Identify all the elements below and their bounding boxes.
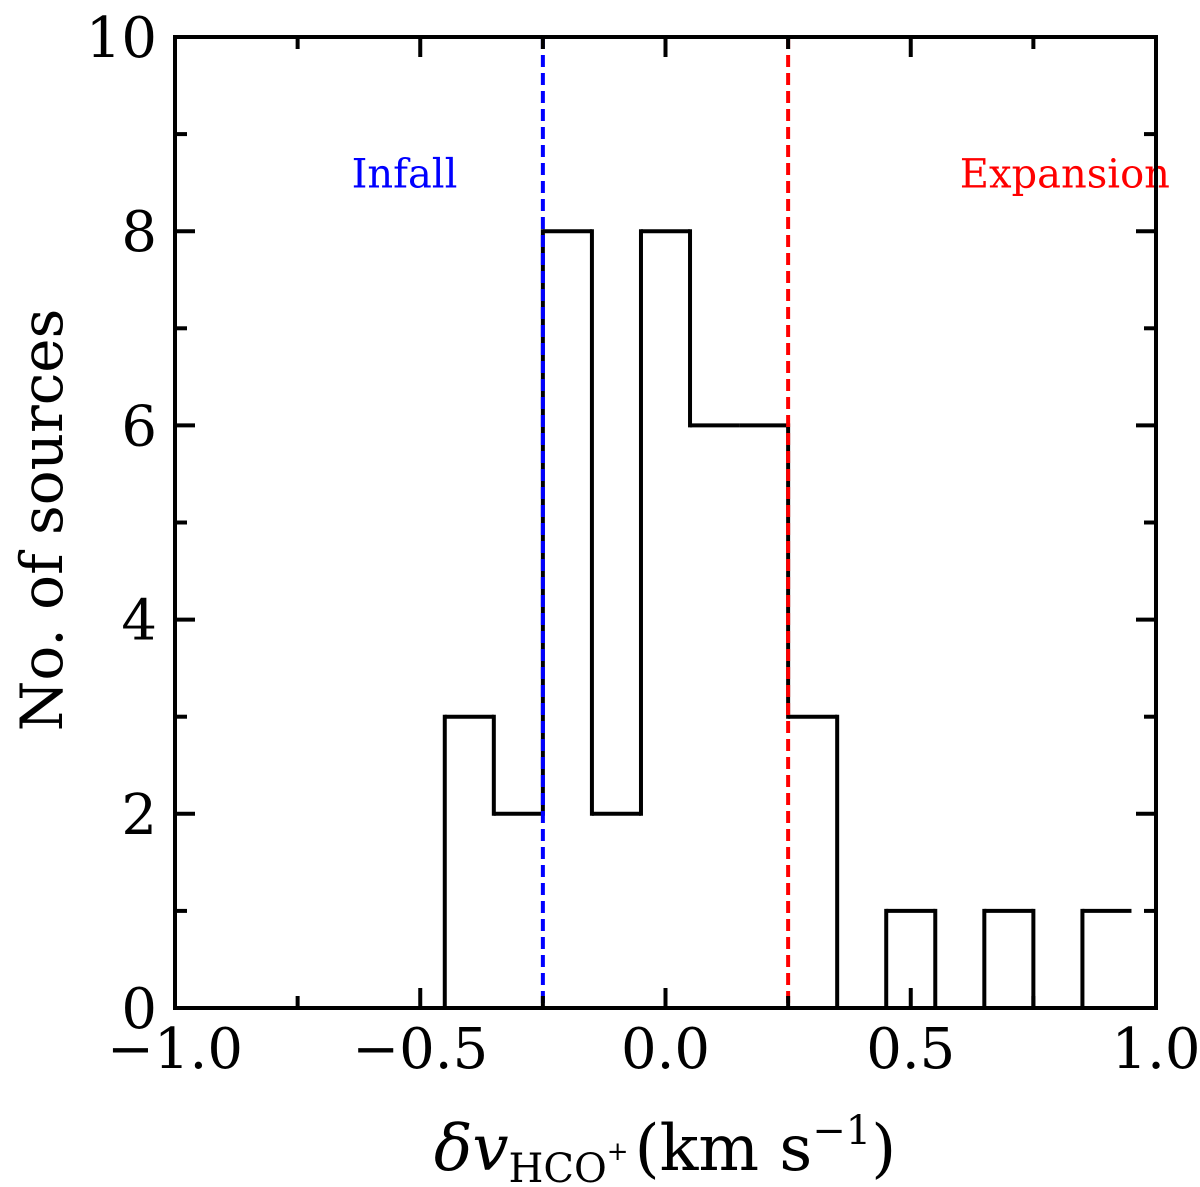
y-tick-label: 8 [121, 200, 157, 265]
x-tick-label: 0.0 [621, 1017, 710, 1082]
y-tick-label: 6 [121, 394, 157, 459]
y-tick-label: 0 [121, 977, 157, 1042]
y-tick-label: 4 [121, 589, 157, 654]
y-tick-label: 2 [121, 783, 157, 848]
x-tick-label: −0.5 [352, 1017, 488, 1082]
x-axis-title: δvHCO+(km s−1) [434, 1108, 896, 1187]
plot-area [175, 37, 1132, 1008]
y-axis-title: No. of sources [8, 309, 76, 732]
plot-frame [173, 35, 1158, 1010]
annotation-label: Expansion [960, 152, 1170, 198]
tick-labels: −1.0 −0.5 0.0 0.5 1.0 0 2 4 6 8 10 [86, 6, 1200, 1082]
annotations: Infall Expansion [352, 152, 1170, 198]
annotation-label: Infall [352, 152, 458, 198]
x-tick-label: 1.0 [1111, 1017, 1200, 1082]
y-tick-label: 10 [86, 6, 157, 71]
x-tick-label: 0.5 [866, 1017, 955, 1082]
x-tick-label: −1.0 [107, 1017, 243, 1082]
